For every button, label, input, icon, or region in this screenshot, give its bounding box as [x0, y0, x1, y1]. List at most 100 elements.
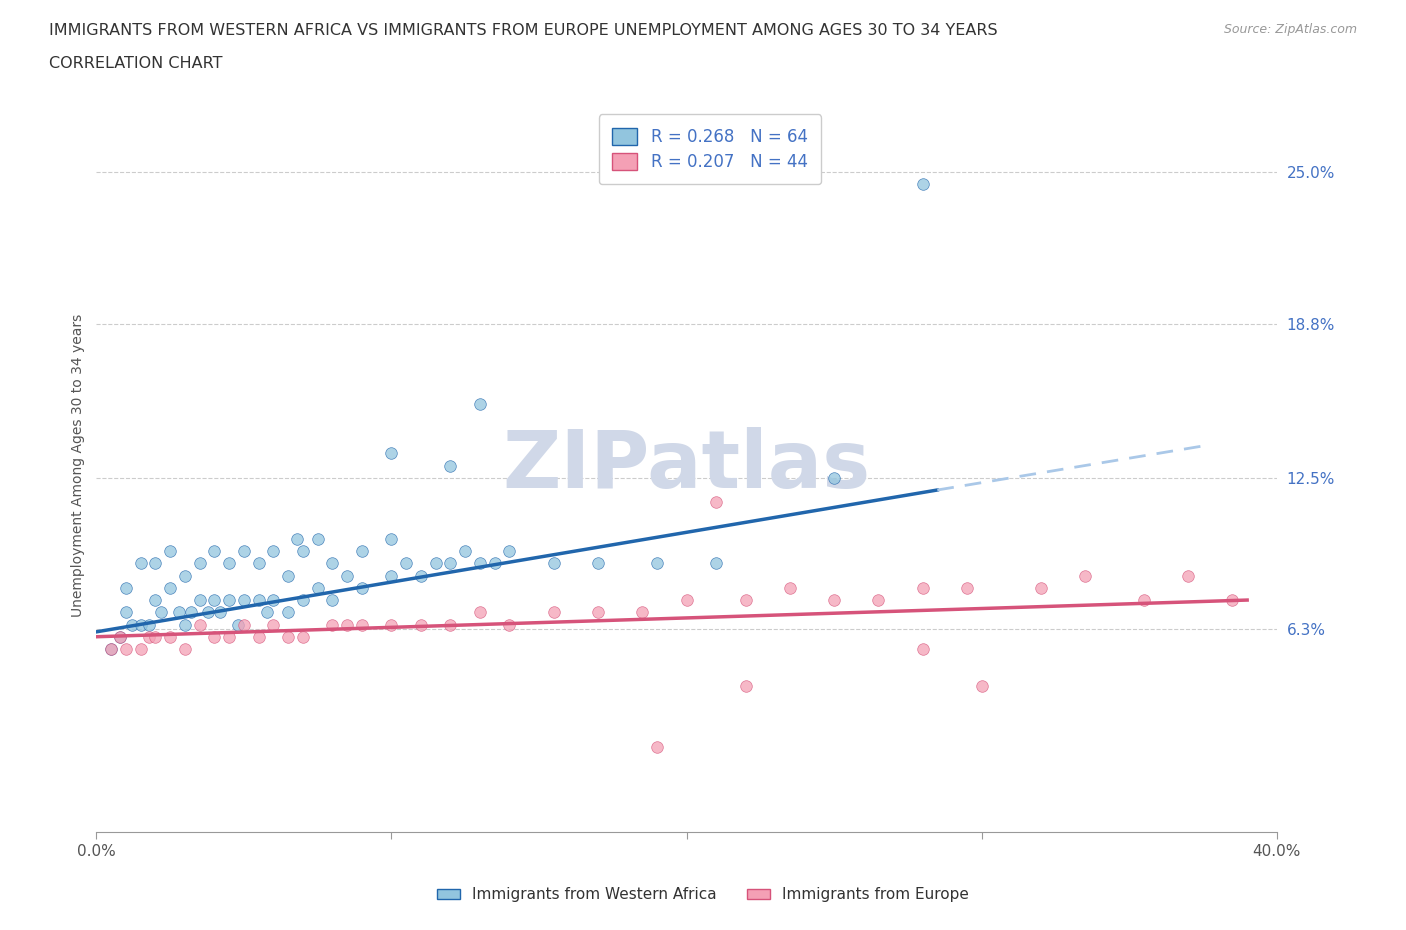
Point — [543, 556, 565, 571]
Point — [380, 618, 402, 632]
Point — [409, 618, 432, 632]
Point — [1177, 568, 1199, 583]
Point — [232, 544, 254, 559]
Point — [218, 630, 240, 644]
Point — [285, 531, 308, 546]
Point — [115, 604, 138, 619]
Point — [1133, 592, 1156, 607]
Point — [202, 630, 225, 644]
Point — [779, 580, 801, 595]
Point — [704, 495, 727, 510]
Text: CORRELATION CHART: CORRELATION CHART — [49, 56, 222, 71]
Point — [498, 544, 520, 559]
Point — [350, 580, 373, 595]
Point — [167, 604, 190, 619]
Point — [256, 604, 278, 619]
Point — [121, 618, 143, 632]
Point — [468, 397, 491, 412]
Point — [202, 544, 225, 559]
Point — [734, 678, 756, 693]
Point — [321, 556, 343, 571]
Point — [380, 445, 402, 460]
Point — [173, 618, 195, 632]
Point — [262, 544, 284, 559]
Point — [911, 177, 934, 192]
Point — [129, 556, 152, 571]
Point — [188, 592, 211, 607]
Point — [277, 568, 299, 583]
Point — [823, 471, 845, 485]
Point — [247, 592, 270, 607]
Point — [704, 556, 727, 571]
Point — [100, 642, 122, 657]
Point — [409, 568, 432, 583]
Point — [291, 544, 314, 559]
Point — [138, 618, 160, 632]
Point — [115, 642, 138, 657]
Point — [645, 739, 668, 754]
Point — [115, 580, 138, 595]
Point — [188, 618, 211, 632]
Point — [911, 642, 934, 657]
Text: ZIPatlas: ZIPatlas — [502, 427, 870, 505]
Point — [108, 630, 131, 644]
Point — [911, 580, 934, 595]
Text: Source: ZipAtlas.com: Source: ZipAtlas.com — [1223, 23, 1357, 36]
Point — [129, 642, 152, 657]
Point — [232, 618, 254, 632]
Point — [247, 630, 270, 644]
Point — [439, 556, 461, 571]
Point — [970, 678, 993, 693]
Point — [159, 630, 181, 644]
Point — [209, 604, 232, 619]
Point — [202, 592, 225, 607]
Point — [439, 458, 461, 473]
Point — [129, 618, 152, 632]
Point — [180, 604, 202, 619]
Point — [586, 604, 609, 619]
Point — [336, 568, 359, 583]
Point — [380, 531, 402, 546]
Point — [197, 604, 219, 619]
Point — [291, 630, 314, 644]
Point — [262, 618, 284, 632]
Point — [173, 642, 195, 657]
Point — [262, 592, 284, 607]
Point — [321, 618, 343, 632]
Point — [159, 580, 181, 595]
Point — [734, 592, 756, 607]
Point — [138, 630, 160, 644]
Point — [108, 630, 131, 644]
Point — [468, 604, 491, 619]
Point — [439, 618, 461, 632]
Point — [454, 544, 477, 559]
Point — [145, 556, 167, 571]
Point — [1074, 568, 1097, 583]
Point — [247, 556, 270, 571]
Point — [321, 592, 343, 607]
Point — [232, 592, 254, 607]
Point — [226, 618, 249, 632]
Point — [145, 592, 167, 607]
Point — [543, 604, 565, 619]
Point — [1222, 592, 1244, 607]
Point — [823, 592, 845, 607]
Point — [498, 618, 520, 632]
Point — [350, 544, 373, 559]
Point — [350, 618, 373, 632]
Point — [336, 618, 359, 632]
Point — [484, 556, 506, 571]
Legend: Immigrants from Western Africa, Immigrants from Europe: Immigrants from Western Africa, Immigran… — [430, 882, 976, 909]
Point — [1029, 580, 1052, 595]
Text: IMMIGRANTS FROM WESTERN AFRICA VS IMMIGRANTS FROM EUROPE UNEMPLOYMENT AMONG AGES: IMMIGRANTS FROM WESTERN AFRICA VS IMMIGR… — [49, 23, 998, 38]
Y-axis label: Unemployment Among Ages 30 to 34 years: Unemployment Among Ages 30 to 34 years — [72, 314, 86, 618]
Point — [145, 630, 167, 644]
Point — [159, 544, 181, 559]
Point — [150, 604, 173, 619]
Point — [100, 642, 122, 657]
Point — [218, 556, 240, 571]
Point — [868, 592, 890, 607]
Point — [277, 630, 299, 644]
Point — [468, 556, 491, 571]
Point — [173, 568, 195, 583]
